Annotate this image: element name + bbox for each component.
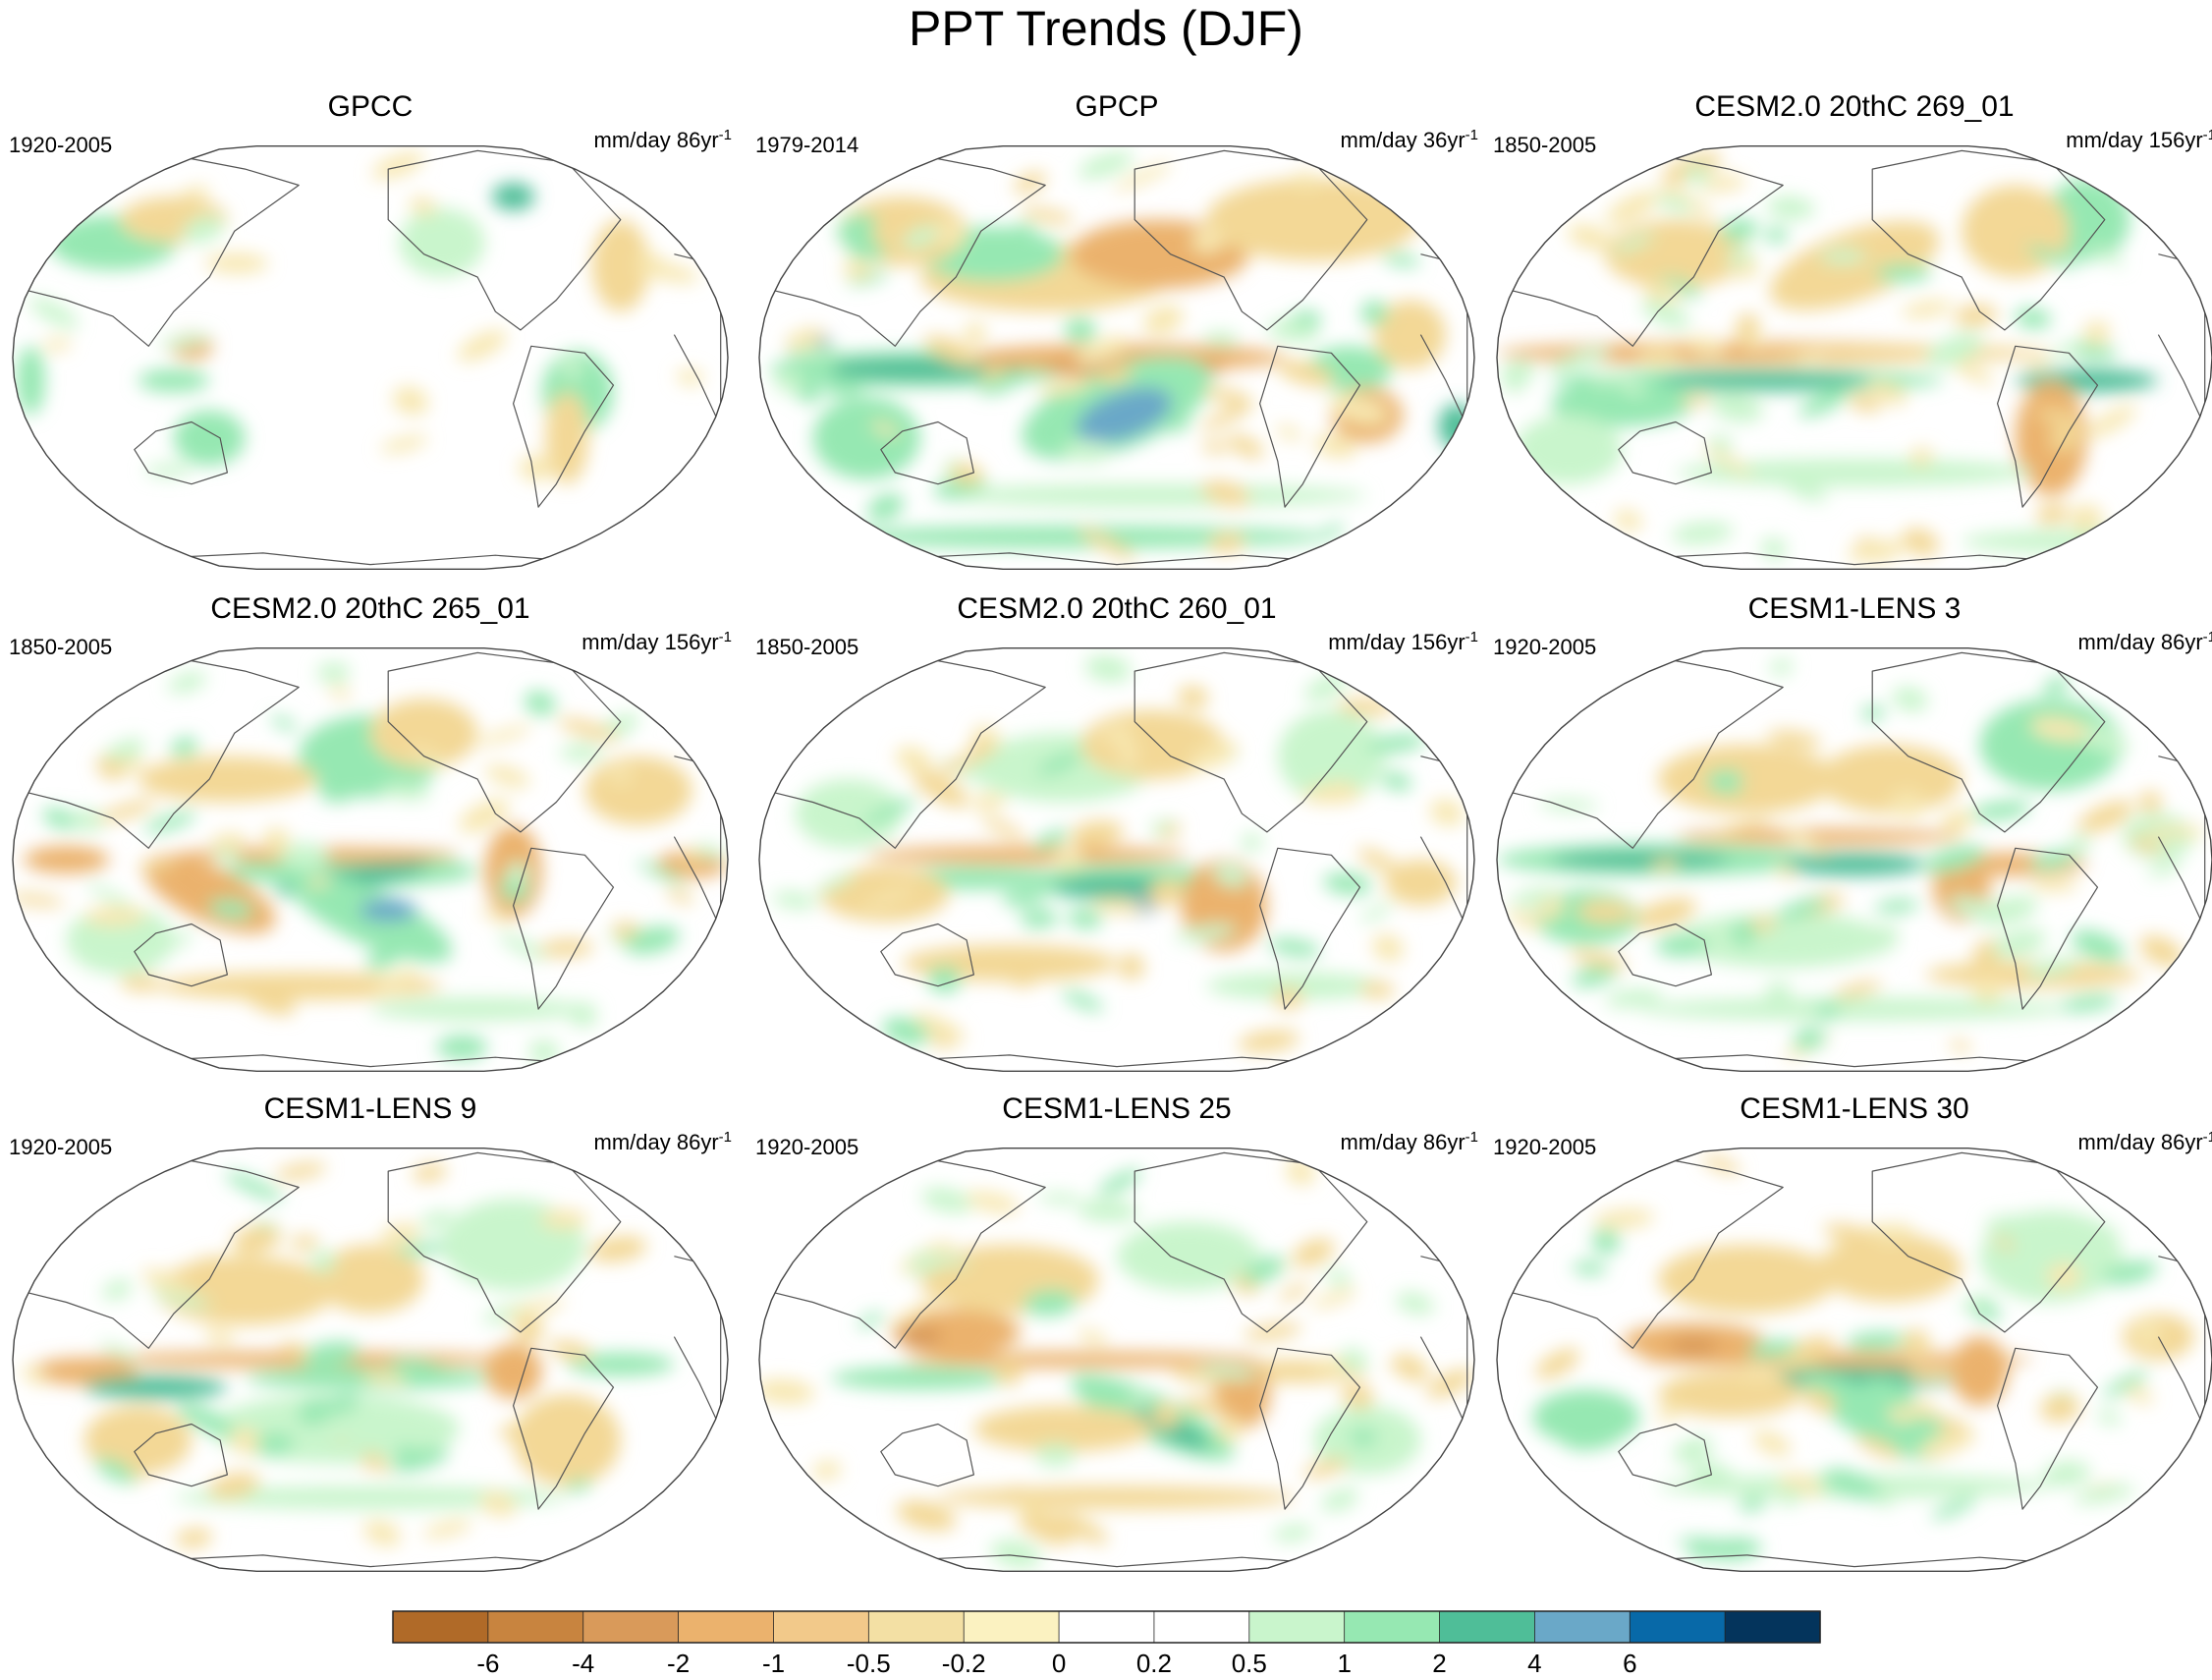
map-panel: GPCP 1979-2014 mm/day 36yr-1 — [755, 90, 1479, 570]
panel-title: GPCC — [328, 90, 414, 123]
panel-title: GPCP — [1075, 90, 1158, 123]
panel-title: CESM1-LENS 9 — [264, 1092, 477, 1125]
colorbar-box — [1153, 1611, 1250, 1643]
map-panel: GPCC 1920-2005 mm/day 86yr-1 — [9, 90, 733, 570]
map-frame — [12, 647, 729, 1072]
colorbar-box — [1248, 1611, 1346, 1643]
map-frame — [1496, 145, 2212, 570]
colorbar-tick-label: 6 — [1623, 1649, 1636, 1678]
map-frame — [758, 647, 1475, 1072]
colorbar-tick-label: -4 — [572, 1649, 594, 1678]
trend-field — [1497, 145, 2212, 570]
period-label: 1850-2005 — [9, 635, 112, 659]
map-frame — [758, 1148, 1475, 1572]
units-label: mm/day 86yr-1 — [594, 1129, 733, 1155]
map-panel: CESM1-LENS 25 1920-2005 mm/day 86yr-1 — [755, 1092, 1479, 1572]
colorbar-box — [1059, 1611, 1155, 1643]
colorbar-tick-label: 2 — [1432, 1649, 1446, 1678]
period-label: 1920-2005 — [1493, 1135, 1596, 1159]
period-label: 1920-2005 — [9, 1135, 112, 1159]
map-frame — [12, 1148, 729, 1572]
colorbar-box — [964, 1611, 1060, 1643]
trend-field — [13, 647, 728, 1072]
colorbar-tick-label: -0.2 — [942, 1649, 986, 1678]
panel-grid: GPCC 1920-2005 mm/day 86yr-1 GPCP 1979-2014 m… — [9, 90, 2212, 1572]
units-label: mm/day 86yr-1 — [2078, 1129, 2212, 1155]
colorbar-tick-label: 0 — [1052, 1649, 1066, 1678]
units-label: mm/day 86yr-1 — [1341, 1129, 1479, 1155]
map-panel: CESM2.0 20thC 260_01 1850-2005 mm/day 156y… — [755, 592, 1478, 1072]
period-label: 1920-2005 — [1493, 635, 1596, 659]
period-label: 1850-2005 — [755, 635, 858, 659]
map-frame — [1496, 647, 2212, 1072]
map-panel: CESM2.0 20thC 265_01 1850-2005 mm/day 156y… — [9, 592, 732, 1072]
map-panel: CESM1-LENS 9 1920-2005 mm/day 86yr-1 — [9, 1092, 733, 1572]
colorbar-box — [1630, 1611, 1726, 1643]
trend-field — [1497, 647, 2212, 1072]
trend-field — [759, 145, 1474, 570]
map-frame — [758, 145, 1475, 570]
colorbar-box — [678, 1611, 775, 1643]
map-panel: CESM1-LENS 30 1920-2005 mm/day 86yr-1 — [1493, 1092, 2212, 1572]
figure-title: PPT Trends (DJF) — [909, 1, 1303, 56]
map-panel: CESM2.0 20thC 269_01 1850-2005 mm/day 156y… — [1493, 90, 2212, 570]
units-label: mm/day 156yr-1 — [2066, 127, 2212, 153]
units-label: mm/day 86yr-1 — [594, 127, 733, 153]
colorbar-box — [773, 1611, 869, 1643]
colorbar-tick-label: -2 — [667, 1649, 690, 1678]
trend-field — [759, 647, 1474, 1072]
colorbar-tick-label: -6 — [476, 1649, 499, 1678]
period-label: 1850-2005 — [1493, 133, 1596, 157]
colorbar-box — [868, 1611, 965, 1643]
colorbar-box — [487, 1611, 584, 1643]
period-label: 1920-2005 — [755, 1135, 858, 1159]
panel-title: CESM1-LENS 25 — [1002, 1092, 1231, 1125]
colorbar-tick-label: -0.5 — [847, 1649, 891, 1678]
period-label: 1920-2005 — [9, 133, 112, 157]
units-label: mm/day 156yr-1 — [1328, 629, 1478, 655]
trend-field — [1497, 1148, 2212, 1572]
units-label: mm/day 36yr-1 — [1341, 127, 1479, 153]
colorbar-box — [1439, 1611, 1535, 1643]
colorbar-tick-label: 0.2 — [1136, 1649, 1172, 1678]
map-panel: CESM1-LENS 3 1920-2005 mm/day 86yr-1 — [1493, 592, 2212, 1072]
trend-field — [13, 1148, 728, 1572]
colorbar-box — [1344, 1611, 1441, 1643]
trend-field — [759, 1148, 1474, 1572]
colorbar-tick-label: 1 — [1337, 1649, 1351, 1678]
panel-title: CESM1-LENS 3 — [1748, 592, 1962, 625]
colorbar-box — [393, 1611, 489, 1643]
colorbar-tick-label: 4 — [1527, 1649, 1541, 1678]
colorbar-tick-label: 0.5 — [1232, 1649, 1267, 1678]
colorbar-tick-label: -1 — [762, 1649, 785, 1678]
map-frame — [12, 145, 729, 570]
map-frame — [1496, 1148, 2212, 1572]
units-label: mm/day 86yr-1 — [2078, 629, 2212, 655]
panel-title: CESM2.0 20thC 269_01 — [1694, 90, 2014, 123]
units-label: mm/day 156yr-1 — [581, 629, 732, 655]
panel-title: CESM2.0 20thC 265_01 — [210, 592, 529, 625]
panel-title: CESM1-LENS 30 — [1740, 1092, 1968, 1125]
panel-title: CESM2.0 20thC 260_01 — [957, 592, 1276, 625]
colorbar-box — [1534, 1611, 1631, 1643]
trend-field — [13, 145, 728, 570]
colorbar: -6 -4 -2 -1 -0.5 -0.2 0 0.2 0.5 1 2 4 6 — [392, 1610, 1821, 1678]
colorbar-box — [582, 1611, 680, 1643]
colorbar-box — [1725, 1611, 1821, 1643]
period-label: 1979-2014 — [755, 133, 858, 157]
